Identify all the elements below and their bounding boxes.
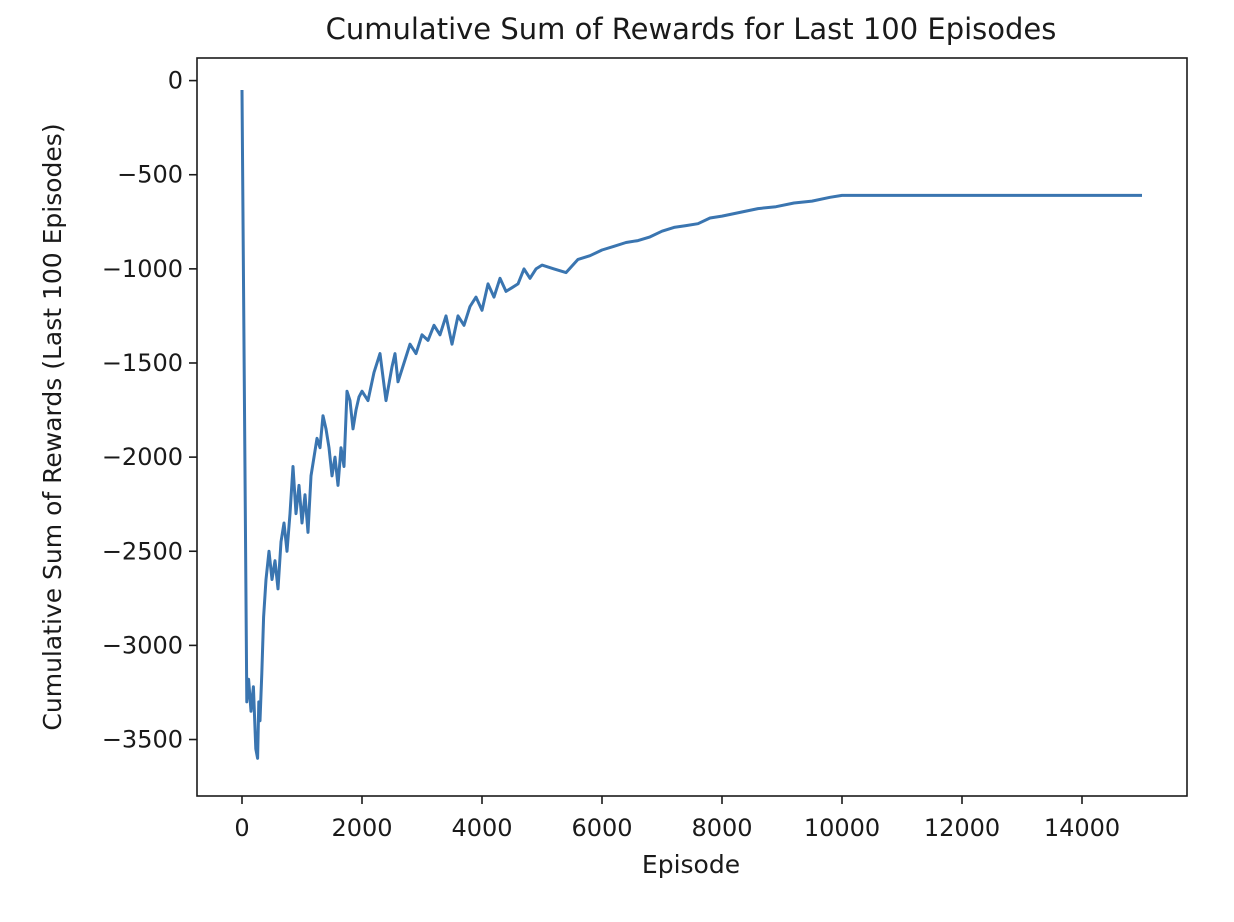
x-axis-ticks: 0 2000 4000 6000 8000 10000 12000 14000 — [234, 796, 1120, 842]
y-axis-label: Cumulative Sum of Rewards (Last 100 Epis… — [38, 123, 67, 730]
y-tick-label: −1500 — [102, 349, 183, 377]
y-axis-ticks: 0 −500 −1000 −1500 −2000 −2500 −3000 −3500 — [102, 67, 197, 754]
y-tick-label: −2000 — [102, 443, 183, 471]
y-tick-label: −3500 — [102, 726, 183, 754]
series-line — [240, 89, 1142, 760]
plot-area — [196, 57, 1188, 797]
x-tick-label: 8000 — [691, 814, 752, 842]
x-tick-label: 4000 — [451, 814, 512, 842]
y-tick-label: −3000 — [102, 631, 183, 659]
y-tick-label: −2500 — [102, 537, 183, 565]
x-axis-label: Episode — [642, 850, 740, 879]
y-tick-label: 0 — [168, 67, 183, 95]
y-tick-label: −1000 — [102, 255, 183, 283]
x-tick-label: 6000 — [571, 814, 632, 842]
y-tick-label: −500 — [117, 161, 183, 189]
x-tick-label: 0 — [234, 814, 249, 842]
x-tick-label: 12000 — [924, 814, 1000, 842]
x-tick-label: 10000 — [804, 814, 880, 842]
chart-title: Cumulative Sum of Rewards for Last 100 E… — [326, 12, 1057, 46]
x-tick-label: 14000 — [1044, 814, 1120, 842]
x-tick-label: 2000 — [331, 814, 392, 842]
